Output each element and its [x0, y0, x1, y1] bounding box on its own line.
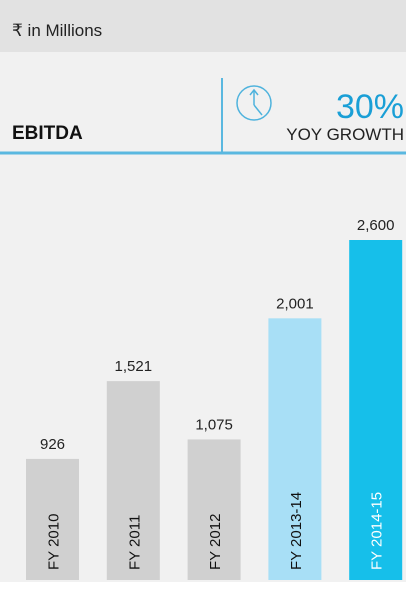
clock-icon	[236, 85, 272, 121]
chart-title: EBITDA	[12, 123, 83, 144]
bar	[268, 318, 322, 580]
category-label: FY 2011	[126, 515, 143, 570]
bar	[26, 458, 79, 580]
value-label: 2,600	[357, 217, 395, 234]
bar	[187, 439, 241, 580]
growth-label: YOY GROWTH	[286, 125, 404, 144]
value-label: 1,075	[195, 416, 233, 433]
value-label: 926	[40, 436, 65, 453]
value-label: 2,001	[276, 295, 314, 312]
unit-bar	[0, 0, 406, 52]
category-label: FY 2010	[46, 514, 63, 570]
unit-label: ₹ in Millions	[12, 21, 102, 40]
bar	[106, 381, 160, 580]
value-label: 1,521	[115, 358, 153, 375]
category-label: FY 2014-15	[369, 492, 386, 570]
bar	[349, 240, 403, 580]
category-label: FY 2012	[207, 514, 224, 570]
growth-value: 30%	[336, 88, 404, 126]
category-label: FY 2013-14	[288, 492, 305, 570]
